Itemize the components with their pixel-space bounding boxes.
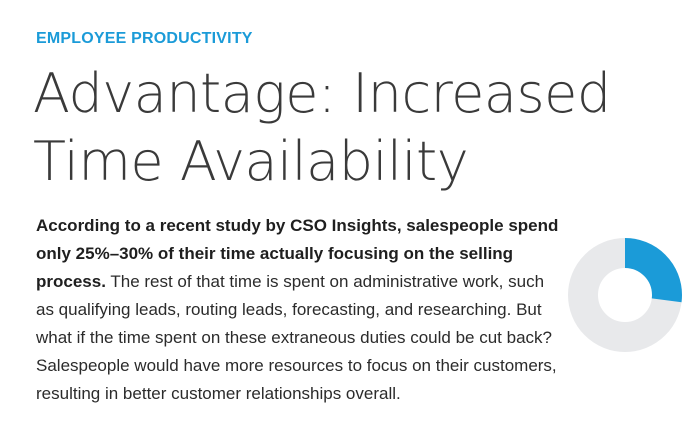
title-line-2: Time Availability xyxy=(33,130,469,193)
donut-highlight-arc xyxy=(568,238,682,352)
section-kicker: EMPLOYEE PRODUCTIVITY xyxy=(36,30,253,47)
time-share-donut xyxy=(568,238,682,352)
title-line-1: Advantage: Increased xyxy=(33,62,611,125)
body-rest-text: The rest of that time is spent on admini… xyxy=(36,272,557,403)
body-paragraph: According to a recent study by CSO Insig… xyxy=(36,212,564,408)
page-title: Advantage: Increased Time Availability xyxy=(33,60,673,196)
body-lead-text: According to a recent study by CSO Insig… xyxy=(36,216,559,291)
